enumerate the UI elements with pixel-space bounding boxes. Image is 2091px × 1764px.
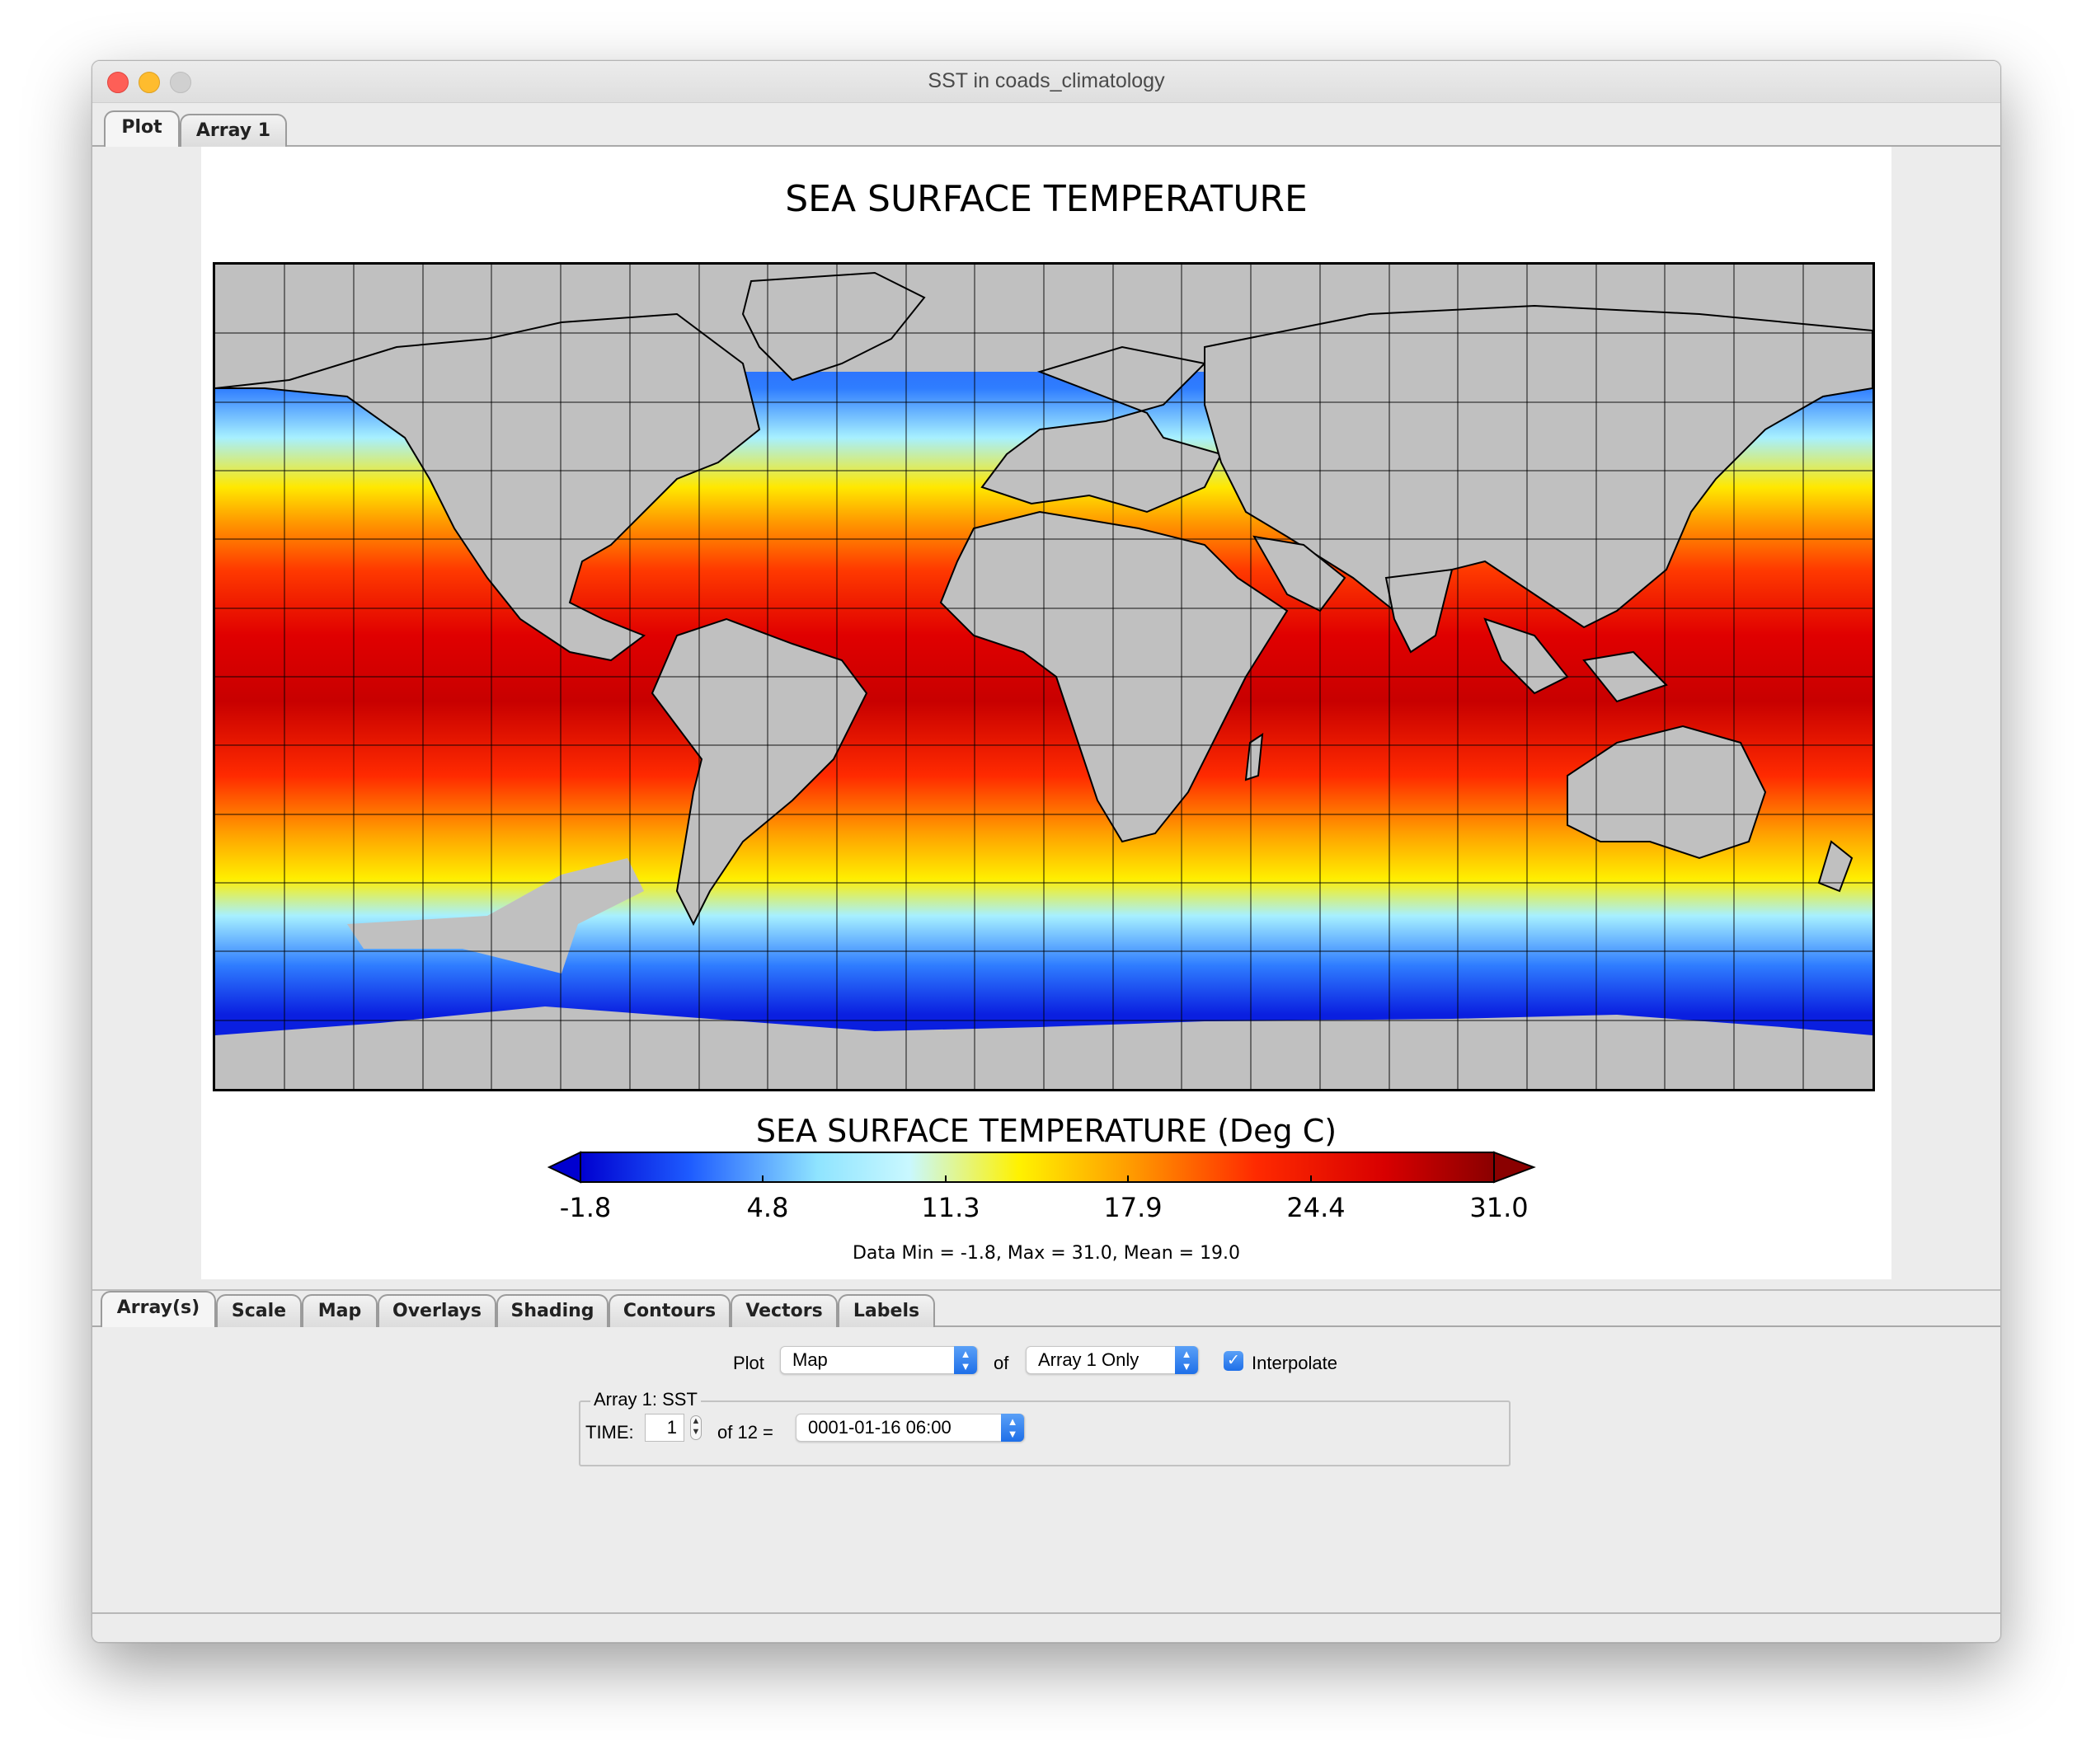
plot-panel: SEA SURFACE TEMPERATURE [201, 147, 1891, 1279]
plot-type-value: Map [792, 1349, 828, 1370]
colorbar-tick-label: 24.4 [1286, 1192, 1346, 1223]
colorbar-title: SEA SURFACE TEMPERATURE (Deg C) [755, 1113, 1337, 1149]
plot-type-select[interactable]: Map ▲ ▼ [780, 1346, 978, 1374]
tab-overlays[interactable]: Overlays [378, 1294, 496, 1327]
plot-title: SEA SURFACE TEMPERATURE [785, 178, 1308, 220]
close-window-button[interactable] [107, 72, 129, 93]
tab-divider [92, 1325, 2000, 1327]
interpolate-checkbox[interactable]: ✓ [1224, 1351, 1243, 1371]
of-total-label: of 12 = [717, 1422, 773, 1443]
panel-divider [92, 1289, 2000, 1291]
tab-scale[interactable]: Scale [216, 1294, 302, 1327]
tab-contours[interactable]: Contours [609, 1294, 731, 1327]
array-1-group [579, 1400, 1511, 1466]
colorbar-max-arrow [1493, 1151, 1536, 1184]
time-value: 0001-01-16 06:00 [808, 1417, 952, 1438]
time-index-stepper[interactable]: ▲ ▼ [690, 1415, 702, 1440]
tab-plot[interactable]: Plot [104, 110, 180, 147]
tab-array-1[interactable]: Array 1 [180, 114, 287, 147]
tab-shading[interactable]: Shading [496, 1294, 609, 1327]
colorbar-tick-label: 17.9 [1103, 1192, 1163, 1223]
tab-map[interactable]: Map [302, 1294, 378, 1327]
array-select-value: Array 1 Only [1038, 1349, 1139, 1370]
colorbar [547, 1151, 1553, 1200]
bottom-tab-bar: Array(s) Scale Map Overlays Shading Cont… [92, 1289, 2000, 1327]
arrays-panel: Plot Map ▲ ▼ of Array 1 Only ▲ ▼ ✓ Interpo… [92, 1326, 2000, 1619]
data-statistics: Data Min = -1.8, Max = 31.0, Mean = 19.0 [852, 1243, 1241, 1264]
colorbar-tick-label: -1.8 [559, 1192, 612, 1223]
tab-arrays[interactable]: Array(s) [101, 1291, 216, 1327]
time-value-select[interactable]: 0001-01-16 06:00 ▲ ▼ [796, 1414, 1025, 1442]
colorbar-tick-label: 4.8 [746, 1192, 789, 1223]
of-label: of [994, 1353, 1009, 1373]
tab-divider [92, 145, 2000, 147]
title-bar: SST in coads_climatology [92, 61, 2000, 103]
colorbar-tick-label: 31.0 [1469, 1192, 1529, 1223]
group-title: Array 1: SST [590, 1389, 701, 1410]
time-label: TIME: [585, 1422, 634, 1443]
colorbar-min-arrow [547, 1151, 581, 1184]
chevron-updown-icon: ▲ ▼ [1001, 1414, 1024, 1442]
colorbar-tick-label: 11.3 [921, 1192, 980, 1223]
time-index-field[interactable]: 1 [645, 1414, 684, 1442]
colorbar-graphic [547, 1151, 1536, 1184]
array-select[interactable]: Array 1 Only ▲ ▼ [1026, 1346, 1199, 1374]
app-window: SST in coads_climatology Plot Array 1 SE… [92, 60, 2001, 1643]
interpolate-label: Interpolate [1252, 1353, 1337, 1373]
plot-label: Plot [733, 1353, 764, 1373]
tab-vectors[interactable]: Vectors [731, 1294, 838, 1327]
sst-map-graphic [215, 265, 1873, 1089]
top-tab-bar: Plot Array 1 [92, 102, 2000, 147]
zoom-window-button[interactable] [170, 72, 191, 93]
minimize-window-button[interactable] [139, 72, 160, 93]
sst-map[interactable] [213, 262, 1875, 1091]
status-bar [92, 1612, 2000, 1642]
chevron-updown-icon: ▲ ▼ [954, 1346, 977, 1374]
window-title: SST in coads_climatology [928, 69, 1165, 92]
tab-labels[interactable]: Labels [838, 1294, 935, 1327]
chevron-updown-icon: ▲ ▼ [1175, 1346, 1198, 1374]
